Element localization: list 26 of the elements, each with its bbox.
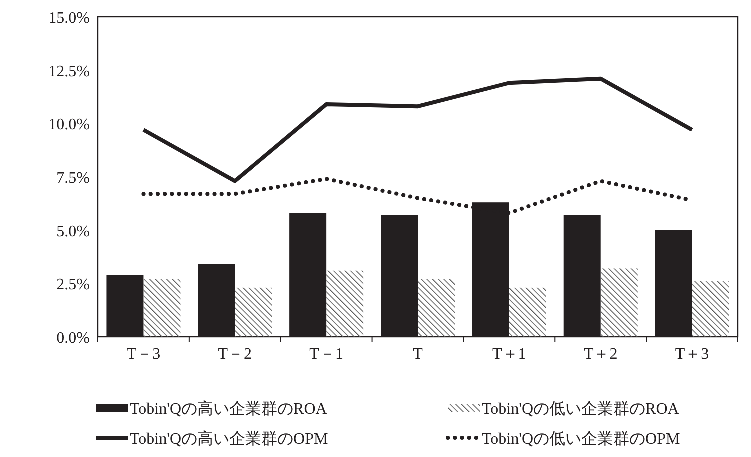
xtick: T＋3 — [675, 346, 710, 363]
xtick: T－2 — [218, 346, 252, 363]
ytick: 15.0% — [48, 10, 90, 27]
xtick: T－1 — [310, 346, 344, 363]
line-series — [142, 76, 694, 184]
legend-label: Tobin'Qの低い企業群のOPM — [482, 431, 680, 448]
legend-label: Tobin'Qの高い企業群のROA — [130, 401, 328, 418]
bar — [509, 288, 546, 337]
xtick: T — [413, 346, 423, 363]
bar — [235, 288, 272, 337]
ytick: 2.5% — [56, 276, 90, 294]
ytick: 12.5% — [48, 63, 90, 80]
legend-label: Tobin'Qの低い企業群のROA — [482, 401, 680, 418]
ytick: 7.5% — [56, 170, 90, 187]
xtick: T－3 — [126, 346, 161, 363]
xtick: T＋1 — [492, 346, 526, 363]
bar — [418, 279, 455, 337]
bar — [326, 270, 364, 337]
ytick: 10.0% — [48, 116, 90, 134]
ytick: 5.0% — [56, 223, 90, 240]
ytick: 0.0% — [56, 330, 90, 347]
xtick: T＋2 — [584, 346, 618, 363]
bar — [692, 282, 730, 337]
bar — [144, 279, 181, 337]
legend-label: Tobin'Qの高い企業群のOPM — [130, 431, 328, 448]
bar — [600, 268, 638, 337]
